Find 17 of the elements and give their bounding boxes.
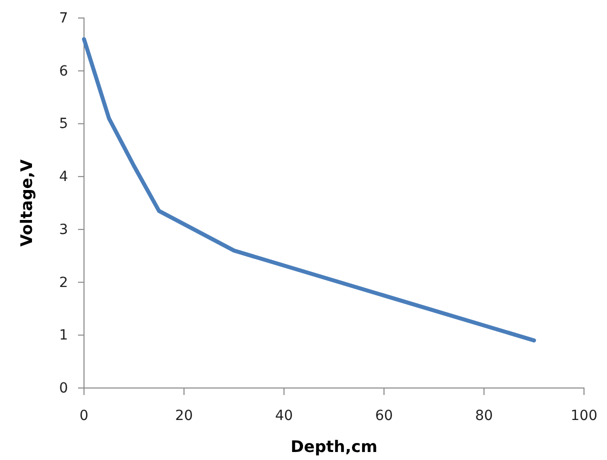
x-tick-label: 60 (375, 408, 393, 424)
y-axis-title: Voltage,V (17, 158, 36, 247)
y-tick-label: 7 (59, 10, 68, 26)
x-tick-label: 20 (175, 408, 193, 424)
y-tick-label: 6 (59, 63, 68, 80)
x-tick-label: 40 (275, 408, 293, 424)
y-tick-label: 4 (59, 169, 68, 186)
y-tick-label: 5 (59, 116, 68, 132)
line-series (82, 37, 536, 342)
y-tick-label: 0 (59, 380, 68, 396)
x-axis-title: Depth,cm (290, 437, 378, 456)
x-tick-label: 0 (80, 408, 88, 424)
y-tick-label: 3 (59, 222, 68, 238)
y-tick-label: 1 (59, 328, 68, 344)
x-tick-label: 80 (475, 408, 493, 424)
x-tick-label: 100 (570, 408, 598, 424)
y-tick-label: 2 (59, 274, 68, 291)
